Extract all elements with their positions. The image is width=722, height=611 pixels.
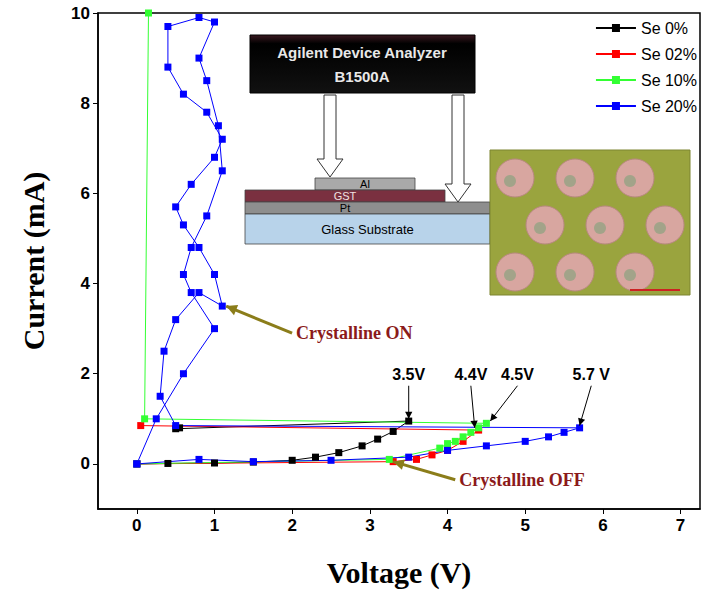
svg-text:Crystalline ON: Crystalline ON xyxy=(296,323,413,343)
svg-text:2: 2 xyxy=(287,516,296,535)
svg-text:2: 2 xyxy=(81,364,90,383)
svg-text:GST: GST xyxy=(334,190,357,202)
svg-text:3.5V: 3.5V xyxy=(392,366,425,383)
svg-text:5: 5 xyxy=(520,516,529,535)
svg-text:Glass Substrate: Glass Substrate xyxy=(321,222,414,237)
svg-text:7: 7 xyxy=(676,516,685,535)
svg-text:Al: Al xyxy=(360,178,370,190)
svg-text:B1500A: B1500A xyxy=(334,68,389,85)
svg-text:8: 8 xyxy=(81,94,90,113)
svg-text:Voltage (V): Voltage (V) xyxy=(327,556,472,590)
svg-text:Se 20%: Se 20% xyxy=(641,98,697,115)
svg-text:4.4V: 4.4V xyxy=(454,366,487,383)
svg-text:4: 4 xyxy=(81,274,91,293)
svg-text:0: 0 xyxy=(81,454,90,473)
svg-text:Se 10%: Se 10% xyxy=(641,72,697,89)
svg-text:Se 0%: Se 0% xyxy=(641,20,688,37)
svg-text:4: 4 xyxy=(443,516,453,535)
svg-text:Agilent Device Analyzer: Agilent Device Analyzer xyxy=(277,44,447,61)
svg-text:5.7 V: 5.7 V xyxy=(573,366,611,383)
svg-text:0: 0 xyxy=(132,516,141,535)
svg-text:Crystalline OFF: Crystalline OFF xyxy=(459,470,584,490)
svg-text:Current (mA): Current (mA) xyxy=(17,172,51,351)
svg-text:4.5V: 4.5V xyxy=(501,366,534,383)
svg-text:6: 6 xyxy=(81,184,90,203)
svg-text:3: 3 xyxy=(365,516,374,535)
svg-text:Se 02%: Se 02% xyxy=(641,46,697,63)
svg-text:1: 1 xyxy=(210,516,219,535)
svg-text:6: 6 xyxy=(598,516,607,535)
svg-text:10: 10 xyxy=(71,4,90,23)
svg-text:Pt: Pt xyxy=(340,202,350,214)
